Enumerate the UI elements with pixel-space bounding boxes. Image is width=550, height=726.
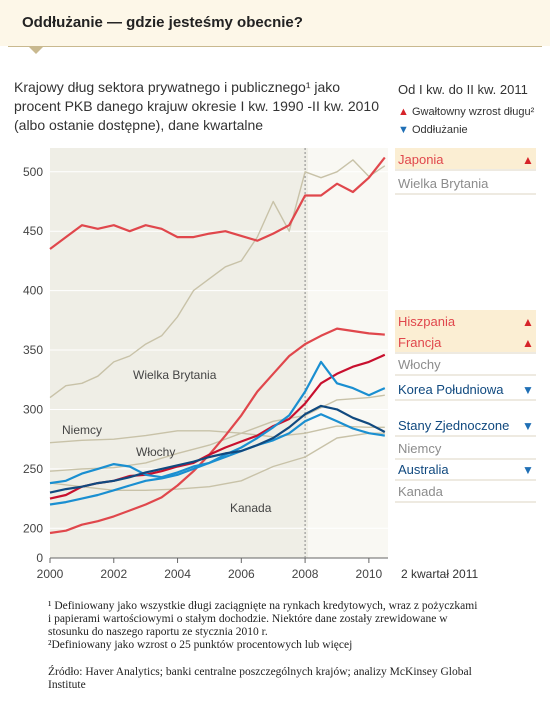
legend-up-label: Gwałtowny wzrost długu² bbox=[412, 106, 535, 118]
x-tick-label: 2004 bbox=[164, 567, 191, 581]
x-tick-label: 2002 bbox=[100, 567, 127, 581]
series-label: Stany Zjednoczone bbox=[398, 418, 509, 433]
series-line-2 bbox=[49, 394, 385, 472]
triangle-up-icon: ▲ bbox=[522, 315, 534, 329]
label-highlight bbox=[395, 331, 536, 352]
label-highlight bbox=[395, 310, 536, 331]
y-tick-zero: 0 bbox=[36, 551, 43, 565]
inline-label: Niemcy bbox=[62, 423, 102, 437]
triangle-down-icon: ▼ bbox=[522, 463, 534, 477]
triangle-up-icon: ▲ bbox=[522, 153, 534, 167]
x-axis: 2000 2002 2004 2006 2008 2010 bbox=[37, 148, 383, 581]
inline-label: Włochy bbox=[136, 445, 175, 459]
x-tick-label: 2006 bbox=[228, 567, 255, 581]
footnotes: ¹ Definiowany jako wszystkie długi zacią… bbox=[48, 600, 478, 692]
footnote-1: ¹ Definiowany jako wszystkie długi zacią… bbox=[48, 600, 478, 638]
triangle-down-icon: ▼ bbox=[398, 124, 409, 136]
series-line-5 bbox=[49, 327, 385, 535]
series-label: Australia bbox=[398, 462, 449, 477]
footnote-2: ²Definiowany jako wzrost o 25 punktów pr… bbox=[48, 639, 353, 651]
triangle-down-icon: ▼ bbox=[522, 383, 534, 397]
series-line-4 bbox=[49, 156, 386, 250]
series-line-8 bbox=[49, 404, 386, 494]
x-tick-label: 2008 bbox=[292, 567, 319, 581]
legend-period: Od I kw. do II kw. 2011 bbox=[398, 82, 528, 97]
y-tick-label: 350 bbox=[23, 343, 43, 357]
series-label: Francja bbox=[398, 335, 442, 350]
triangle-up-icon: ▲ bbox=[398, 106, 409, 118]
source-note: Źródło: Haver Analytics; banki centralne… bbox=[48, 666, 472, 691]
legend-down-label: Oddłużanie bbox=[412, 124, 468, 136]
chart-subtitle: Krajowy dług sektora prywatnego i public… bbox=[14, 79, 379, 133]
inline-label: Wielka Brytania bbox=[133, 368, 217, 382]
label-highlight bbox=[395, 148, 536, 169]
series-label: Włochy bbox=[398, 357, 441, 372]
series-line-1 bbox=[49, 425, 385, 444]
series-line-7 bbox=[49, 360, 386, 485]
inline-labels: Wielka Brytania Niemcy Włochy Kanada bbox=[62, 368, 272, 515]
series-label: Hiszpania bbox=[398, 314, 456, 329]
series-line-0 bbox=[49, 159, 386, 399]
series-label: Japonia bbox=[398, 152, 444, 167]
series-label: Niemcy bbox=[398, 441, 442, 456]
right-labels: Wielka Brytania Niemcy Włochy Kanada Japonia… bbox=[395, 148, 536, 503]
triangle-down-icon: ▼ bbox=[522, 419, 534, 433]
series-label: Kanada bbox=[398, 484, 444, 499]
series-label: Wielka Brytania bbox=[398, 176, 489, 191]
series-label: Korea Południowa bbox=[398, 382, 504, 397]
legend-up-row: ▲ Gwałtowny wzrost długu² bbox=[398, 106, 534, 118]
y-tick-label: 450 bbox=[23, 224, 43, 238]
y-tick-label: 500 bbox=[23, 165, 43, 179]
y-tick-label: 300 bbox=[23, 402, 43, 416]
y-tick-label: 200 bbox=[23, 521, 43, 535]
series-line-9 bbox=[49, 413, 385, 506]
y-axis: 200 250 300 350 400 450 500 0 bbox=[23, 165, 388, 565]
legend-down-row: ▼ Oddłużanie bbox=[398, 124, 468, 136]
y-tick-label: 250 bbox=[23, 462, 43, 476]
y-tick-label: 400 bbox=[23, 284, 43, 298]
x-tick-label: 2000 bbox=[37, 567, 64, 581]
inline-label: Kanada bbox=[230, 501, 272, 515]
plot-recent bbox=[308, 148, 388, 558]
header-bar: Oddłużanie — gdzie jesteśmy obecnie? bbox=[0, 0, 550, 54]
triangle-up-icon: ▲ bbox=[522, 336, 534, 350]
end-note: 2 kwartał 2011 bbox=[401, 567, 478, 581]
x-tick-label: 2010 bbox=[356, 567, 383, 581]
header-rule bbox=[8, 46, 542, 47]
series-line-3 bbox=[49, 432, 385, 491]
header-notch bbox=[28, 46, 44, 54]
page-title: Oddłużanie — gdzie jesteśmy obecnie? bbox=[22, 14, 303, 31]
series-lines bbox=[49, 156, 386, 535]
